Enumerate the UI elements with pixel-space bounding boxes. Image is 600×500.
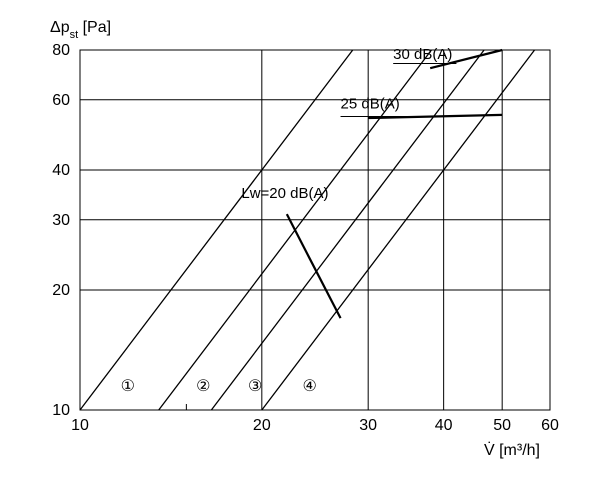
svg-text:40: 40 <box>435 417 453 434</box>
svg-text:50: 50 <box>493 417 511 434</box>
svg-text:V̇ [m³/h]: V̇ [m³/h] <box>484 441 540 459</box>
pressure-flow-chart: 10 20 30 40 50 60 10 20 30 40 60 80 ① ② ③ ④ Lw=20 dB(A) 2… <box>0 0 600 500</box>
svg-text:40: 40 <box>52 162 70 179</box>
svg-text:20: 20 <box>253 417 271 434</box>
svg-text:60: 60 <box>541 417 559 434</box>
svg-text:60: 60 <box>52 92 70 109</box>
svg-text:Lw=20 dB(A): Lw=20 dB(A) <box>241 185 328 202</box>
svg-text:②: ② <box>196 378 210 395</box>
svg-text:①: ① <box>121 378 135 395</box>
svg-text:30: 30 <box>52 212 70 229</box>
svg-text:10: 10 <box>52 402 70 419</box>
svg-text:10: 10 <box>71 417 89 434</box>
svg-text:③: ③ <box>248 378 262 395</box>
svg-text:30 dB(A): 30 dB(A) <box>393 46 452 63</box>
svg-text:80: 80 <box>52 42 70 59</box>
svg-text:20: 20 <box>52 282 70 299</box>
svg-text:30: 30 <box>359 417 377 434</box>
svg-text:④: ④ <box>302 378 316 395</box>
chart-svg: 10 20 30 40 50 60 10 20 30 40 60 80 ① ② ③ ④ Lw=20 dB(A) 2… <box>0 0 600 500</box>
svg-text:25 dB(A): 25 dB(A) <box>341 96 400 113</box>
